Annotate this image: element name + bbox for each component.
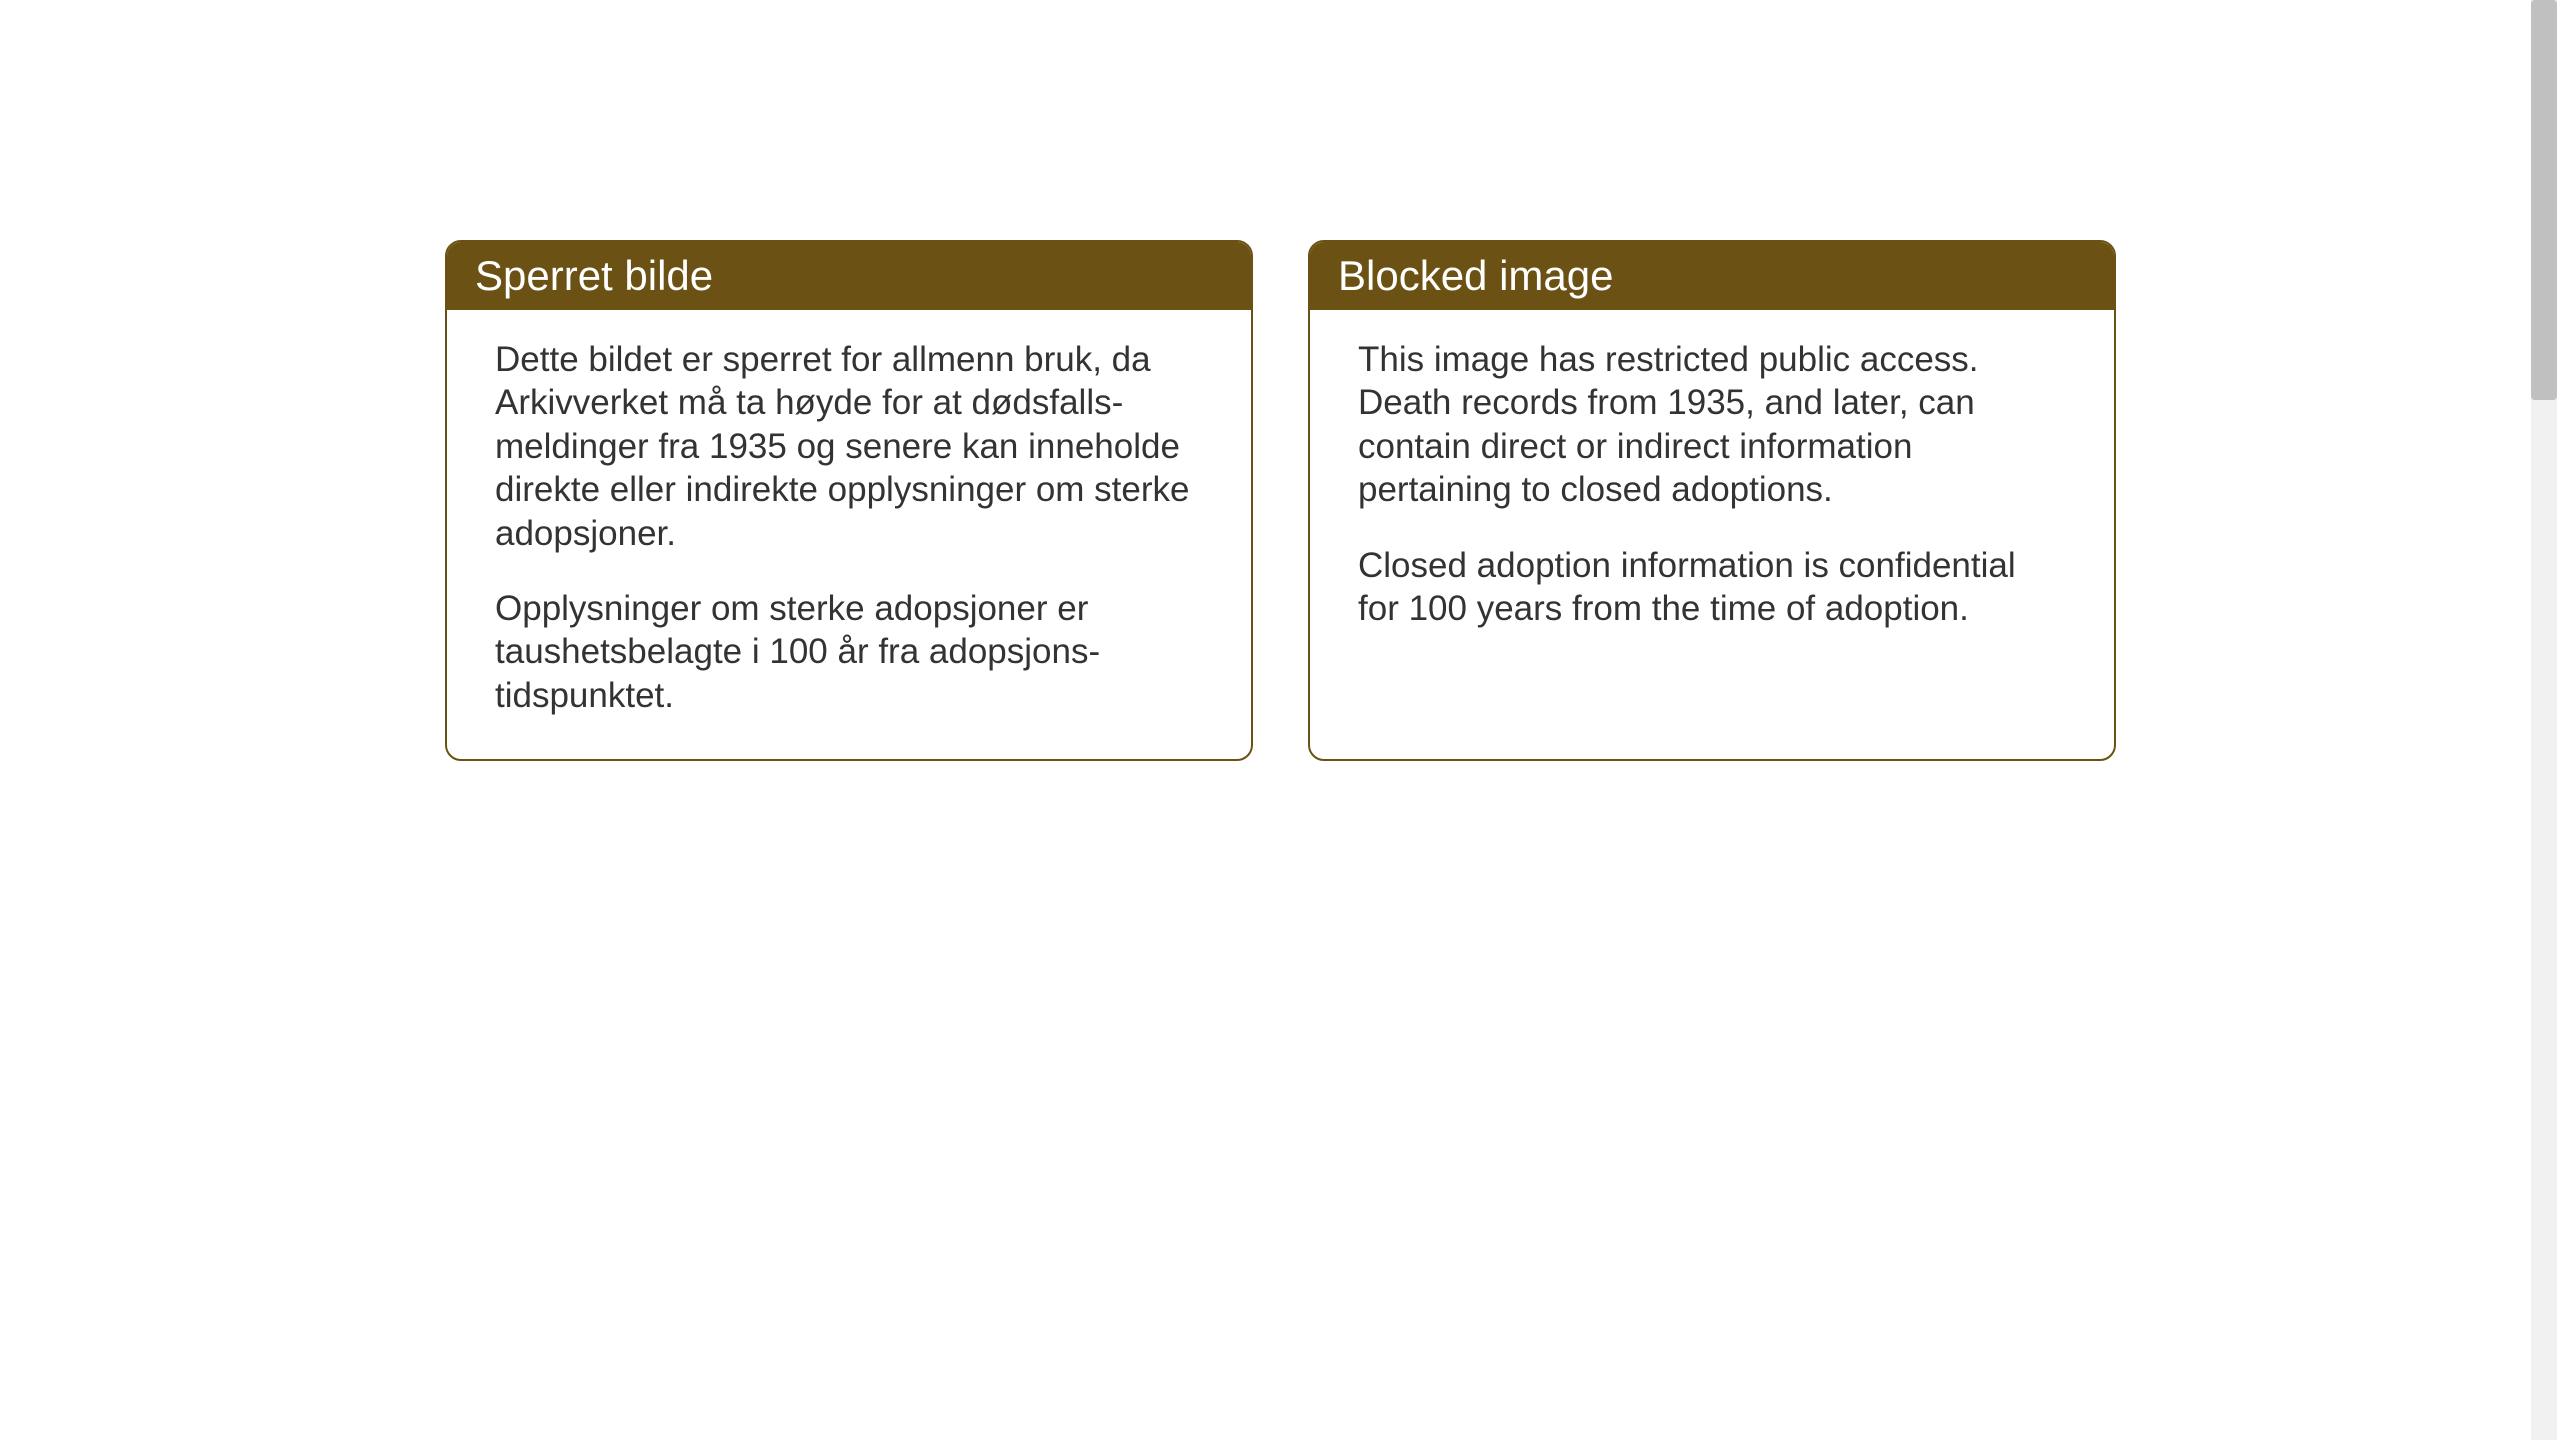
card-header-english: Blocked image <box>1310 242 2114 310</box>
card-body-english: This image has restricted public access.… <box>1310 310 2114 672</box>
cards-container: Sperret bilde Dette bildet er sperret fo… <box>445 240 2116 761</box>
card-header-norwegian: Sperret bilde <box>447 242 1251 310</box>
card-paragraph-1-english: This image has restricted public access.… <box>1358 338 2066 512</box>
card-title-english: Blocked image <box>1338 252 1613 299</box>
scrollbar-track[interactable] <box>2531 0 2557 1440</box>
card-paragraph-2-norwegian: Opplysninger om sterke adopsjoner er tau… <box>495 587 1203 717</box>
card-norwegian: Sperret bilde Dette bildet er sperret fo… <box>445 240 1253 761</box>
card-body-norwegian: Dette bildet er sperret for allmenn bruk… <box>447 310 1251 759</box>
scrollbar-thumb[interactable] <box>2531 0 2557 400</box>
card-title-norwegian: Sperret bilde <box>475 252 713 299</box>
card-paragraph-1-norwegian: Dette bildet er sperret for allmenn bruk… <box>495 338 1203 555</box>
card-paragraph-2-english: Closed adoption information is confident… <box>1358 544 2066 631</box>
card-english: Blocked image This image has restricted … <box>1308 240 2116 761</box>
